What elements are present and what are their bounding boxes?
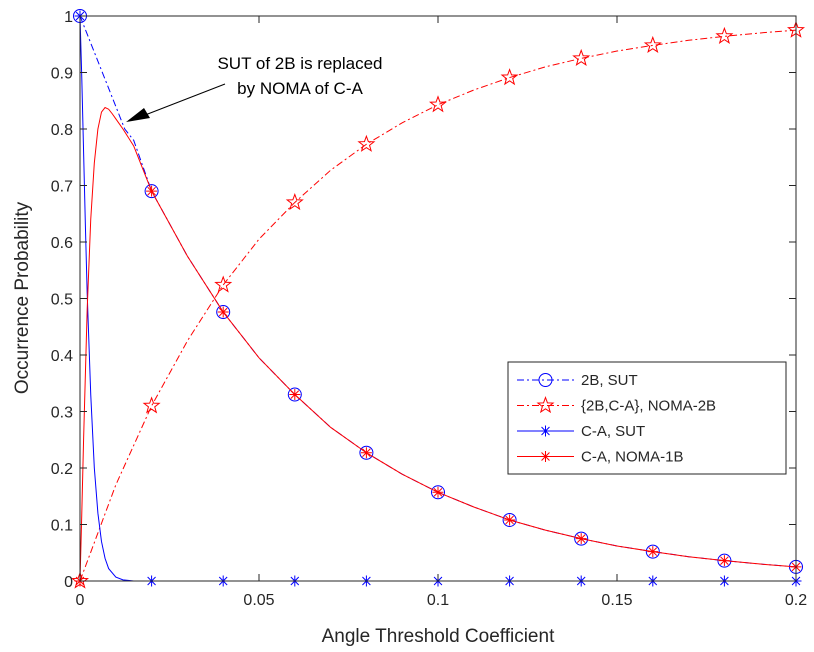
legend-item: C-A, SUT xyxy=(517,423,645,440)
data-point-marker xyxy=(285,192,304,211)
y-tick-label: 0.3 xyxy=(51,405,73,422)
data-point-marker xyxy=(643,35,662,54)
y-axis-label: Occurrence Probability xyxy=(12,201,33,394)
x-tick-label: 0.15 xyxy=(601,592,632,609)
annotation: SUT of 2B is replaced by NOMA of C-A xyxy=(126,54,383,122)
x-tick-label: 0.2 xyxy=(785,592,807,609)
y-tick-label: 0.9 xyxy=(51,66,73,83)
legend-item: {2B,C-A}, NOMA-2B xyxy=(517,396,716,415)
legend-label: C-A, SUT xyxy=(581,423,645,440)
data-point-marker xyxy=(214,275,233,293)
legend-item: 2B, SUT xyxy=(517,372,638,389)
data-point-marker xyxy=(540,425,551,437)
y-tick-label: 1 xyxy=(64,9,73,26)
y-tick-label: 0.2 xyxy=(51,461,73,478)
legend-item: C-A, NOMA-1B xyxy=(517,449,684,466)
legend-label: {2B,C-A}, NOMA-2B xyxy=(581,398,716,415)
y-tick-label: 0.1 xyxy=(51,518,73,535)
data-point-marker xyxy=(538,373,553,387)
data-point-marker xyxy=(144,184,159,199)
data-point-marker xyxy=(574,531,589,546)
data-point-marker xyxy=(287,387,302,402)
data-point-marker xyxy=(502,512,517,527)
y-tick-label: 0.6 xyxy=(51,235,73,252)
annotation-line-2: by NOMA of C-A xyxy=(237,79,363,98)
legend-box xyxy=(507,361,787,475)
series-line xyxy=(79,15,796,582)
y-tick-label: 0.7 xyxy=(51,179,73,196)
series-line xyxy=(79,29,797,582)
data-point-marker xyxy=(715,26,734,44)
legend: 2B, SUT {2B,C-A}, NOMA-2B C-A, SUT C-A, NOM… xyxy=(507,361,787,475)
data-point-marker xyxy=(647,546,659,558)
data-point-marker xyxy=(645,544,660,559)
annotation-arrow-shaft xyxy=(139,83,226,118)
data-point-marker xyxy=(360,447,372,459)
y-tick-label: 0.4 xyxy=(51,348,73,365)
data-point-marker xyxy=(572,48,591,67)
y-tick-label: 0.5 xyxy=(51,292,73,309)
x-tick-label: 0.1 xyxy=(427,592,449,609)
data-point-marker xyxy=(431,485,445,500)
series-1 xyxy=(70,20,806,589)
data-point-marker xyxy=(504,514,516,526)
data-point-marker xyxy=(216,305,231,320)
ticks-layer: 0 0.05 0.1 0.15 0.2 0 0.1 0.2 0.3 0.4 0.5 0.6 0.7 0.8… xyxy=(51,9,807,609)
data-point-marker xyxy=(146,185,158,197)
data-point-marker xyxy=(536,396,555,414)
y-tick-label: 0.8 xyxy=(51,122,73,139)
data-point-marker xyxy=(357,134,376,152)
annotation-line-1: SUT of 2B is replaced xyxy=(217,54,382,73)
annotation-arrowhead xyxy=(126,108,150,122)
data-point-marker xyxy=(575,533,587,545)
data-point-marker xyxy=(142,396,161,414)
data-point-marker xyxy=(217,306,229,318)
y-tick-label: 0 xyxy=(64,574,73,591)
data-point-marker xyxy=(500,68,519,86)
legend-label: C-A, NOMA-1B xyxy=(581,449,684,466)
data-point-marker xyxy=(289,389,301,401)
data-point-marker xyxy=(540,451,551,462)
x-tick-label: 0 xyxy=(76,592,85,609)
data-point-marker xyxy=(428,95,448,113)
data-point-marker xyxy=(432,486,444,498)
data-point-marker xyxy=(717,553,732,568)
data-point-marker xyxy=(718,555,730,567)
x-tick-label: 0.05 xyxy=(243,592,274,609)
legend-label: 2B, SUT xyxy=(581,372,638,389)
x-axis-label: Angle Threshold Coefficient xyxy=(322,626,555,647)
data-point-marker xyxy=(359,445,374,460)
